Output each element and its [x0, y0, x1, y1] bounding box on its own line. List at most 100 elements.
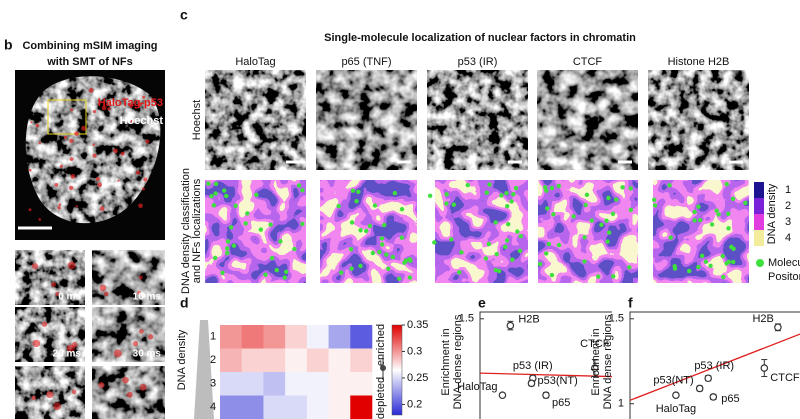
molecule-position — [699, 253, 705, 259]
point-label: H2B — [518, 313, 539, 325]
molecule-position — [377, 249, 382, 255]
heat-cell — [306, 395, 329, 419]
heat-cell — [241, 395, 264, 419]
molecule-position — [511, 192, 516, 197]
molecule-position — [556, 183, 562, 189]
heat-cell — [285, 325, 308, 349]
molecule-position — [716, 212, 721, 217]
gap — [528, 180, 537, 283]
heat-cell — [220, 348, 243, 373]
molecule-position — [493, 220, 498, 225]
molecule-spot — [38, 218, 42, 221]
frame-image — [92, 250, 165, 305]
point-label: H2B — [752, 313, 773, 325]
y-tick-label: 1 — [618, 398, 624, 410]
molecule-position — [206, 181, 211, 186]
molecule-position — [708, 263, 713, 268]
molecule-position — [225, 250, 230, 256]
molecule-position — [551, 212, 556, 217]
molecule-position — [651, 197, 657, 202]
molecule-position — [397, 276, 402, 282]
heat-cell — [263, 395, 286, 419]
molecule-position — [583, 202, 588, 208]
molecule-position — [444, 192, 449, 197]
molecule-position — [543, 185, 548, 190]
molecule-spot — [92, 109, 96, 114]
molecule-position — [546, 241, 552, 247]
heat-cell — [285, 372, 308, 396]
molecule-position — [510, 257, 515, 262]
molecule-position — [605, 239, 610, 244]
row-label: Hoechst — [191, 100, 203, 140]
molecule-position — [743, 200, 748, 206]
panel-label: e — [478, 295, 486, 311]
molecule-position — [652, 203, 658, 208]
point-label: CTCF — [770, 372, 800, 384]
colorbar-tick-label: 0.35 — [407, 319, 428, 331]
point-label: HaloTag — [457, 381, 497, 393]
heat-cell — [241, 372, 264, 396]
molecule-spot — [71, 341, 78, 348]
molecule-position — [399, 207, 405, 212]
heat-cell — [220, 395, 243, 419]
gap — [306, 180, 316, 283]
column-header: Histone H2B — [668, 56, 730, 68]
legend-marker-label: Positon — [768, 271, 800, 283]
data-point — [506, 321, 515, 330]
panel-label: b — [4, 37, 13, 53]
molecule-spot — [135, 170, 140, 175]
panel-title: with SMT of NFs — [46, 56, 133, 68]
molecule-position — [349, 266, 354, 271]
molecule-position — [549, 185, 555, 191]
molecule-position — [692, 209, 697, 215]
molecule-position — [444, 201, 449, 206]
molecule-position — [496, 268, 502, 274]
molecule-position — [228, 225, 234, 230]
molecule-spot — [142, 187, 145, 191]
molecule-position — [224, 193, 229, 199]
molecule-position — [364, 228, 369, 234]
molecule-position — [283, 269, 289, 274]
panel-label: f — [628, 295, 633, 311]
molecule-position — [627, 265, 632, 270]
molecule-position — [407, 275, 413, 280]
molecule-spot — [147, 334, 154, 340]
heat-cell — [306, 348, 329, 373]
molecule-spot — [117, 179, 120, 182]
molecule-position — [549, 272, 555, 278]
molecule-position — [729, 244, 734, 250]
fit-line — [629, 333, 800, 401]
zoom-box — [47, 99, 87, 135]
molecule-position — [379, 236, 385, 241]
molecule-spot — [28, 208, 32, 212]
data-point — [591, 364, 599, 372]
molecule-spot — [31, 395, 37, 401]
molecule-position — [672, 266, 678, 271]
molecule-spot — [69, 185, 74, 190]
heat-cell — [220, 372, 243, 396]
molecule-position — [263, 272, 268, 277]
molecule-position — [544, 251, 549, 256]
axis-label: DNA dense regions — [452, 314, 464, 409]
data-point — [672, 391, 680, 400]
molecule-position — [599, 222, 604, 228]
legend-swatch — [754, 214, 764, 230]
molecule-spot — [137, 102, 142, 107]
molecule-position — [390, 254, 396, 260]
molecule-position — [358, 263, 363, 269]
y-tick-label: 3 — [210, 378, 216, 390]
molecule-position — [367, 223, 373, 229]
molecule-spot — [53, 402, 61, 411]
heat-cell — [350, 325, 373, 349]
molecule-position — [596, 274, 601, 279]
molecule-position — [457, 270, 462, 275]
molecule-position — [278, 239, 283, 244]
molecule-position — [503, 244, 508, 250]
molecule-position — [697, 218, 703, 223]
molecule-spot — [138, 275, 143, 280]
data-point — [760, 364, 769, 372]
heat-cell — [350, 348, 373, 373]
molecule-position — [687, 268, 692, 274]
molecule-position — [696, 264, 701, 270]
